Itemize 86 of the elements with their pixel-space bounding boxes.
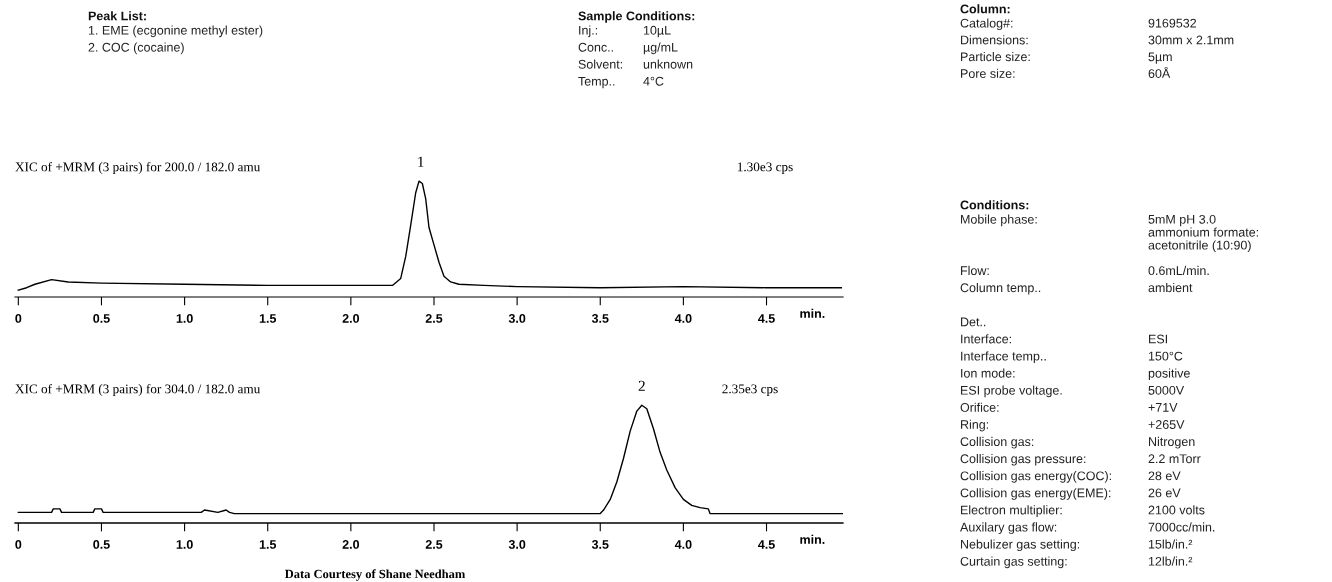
text: 15lb/in.²: [1148, 539, 1193, 549]
text: Pore size:: [961, 68, 1015, 78]
text: Temp..: [578, 76, 615, 89]
text: 7000cc/min.: [1148, 522, 1215, 532]
text: 5µm: [1148, 52, 1172, 64]
chart-title: XIC of +MRM (3 pairs) for 200.0 / 182.0 amu: [15, 161, 261, 175]
text: 10µL: [643, 25, 671, 38]
text: 12lb/in.²: [1148, 556, 1193, 566]
text: Inj.:: [579, 25, 598, 38]
text: 28 eV: [1148, 471, 1181, 481]
text: µg/mL: [643, 42, 678, 55]
text: 1.30e3 cps: [737, 162, 793, 174]
text: 0.6mL/min.: [1148, 265, 1209, 276]
text: Ion mode:: [961, 368, 1015, 378]
annotation: 1: [418, 156, 424, 167]
text: Interface temp..: [961, 351, 1046, 363]
text: Interface:: [961, 334, 1011, 344]
text: 9169532: [1148, 18, 1197, 28]
text: Nitrogen: [1149, 436, 1195, 449]
text: Conditions:: [960, 200, 1029, 210]
text: 2. COC (cocaine): [88, 42, 184, 55]
text: Mobile phase:: [961, 214, 1037, 227]
text: Nebulizer gas setting:: [961, 539, 1080, 552]
text: ambient: [1148, 282, 1193, 293]
text: Solvent:: [578, 59, 623, 69]
text: 2.2 mTorr: [1148, 454, 1201, 464]
x-tick-label: 0.5: [93, 314, 110, 323]
text: Catalog#:: [960, 18, 1013, 31]
text: Data Courtesy of Shane Needham: [284, 569, 466, 581]
x-tick-label: 2.5: [425, 540, 443, 549]
x-tick-label: 4.5: [758, 540, 775, 549]
x-tick-label: 3.0: [508, 314, 526, 323]
text: Particle size:: [961, 52, 1030, 62]
text: 2100 volts: [1148, 505, 1205, 515]
x-tick-label: 3.0: [508, 540, 526, 549]
text: unknown: [643, 59, 693, 69]
x-tick-label: 0: [15, 540, 22, 549]
x-tick-label: 4.0: [674, 314, 692, 323]
x-tick-label: 1.0: [176, 540, 193, 549]
x-tick-label: 4.5: [758, 314, 775, 323]
x-tick-label: 1.0: [176, 314, 193, 323]
text: 30mm x 2.1mm: [1148, 35, 1234, 45]
text: 5mM pH 3.0 ammonium formate: acetonitrile (10:90): [1148, 214, 1258, 253]
x-tick-label: 2.5: [425, 314, 443, 323]
annotation: 2: [638, 380, 645, 391]
text: Flow:: [961, 265, 989, 276]
chart-title: XIC of +MRM (3 pairs) for 304.0 / 182.0 amu: [15, 383, 261, 397]
text: 5000V: [1148, 385, 1185, 395]
text: Column:: [960, 4, 1010, 14]
text: 150°C: [1148, 351, 1183, 361]
text: Collision gas:: [960, 436, 1034, 449]
x-axis-title: min.: [800, 534, 825, 544]
text: 60Å: [1148, 66, 1171, 78]
text: Curtain gas setting:: [960, 556, 1067, 569]
x-tick-label: 2.0: [342, 540, 360, 549]
text: Electron multiplier:: [961, 505, 1062, 517]
text: Auxilary gas flow:: [960, 522, 1057, 534]
x-tick-label: 4.0: [674, 540, 692, 549]
text: positive: [1148, 368, 1190, 381]
text: 1. EME (ecgonine methyl ester): [88, 25, 263, 38]
text: +71V: [1148, 403, 1178, 412]
text: Sample Conditions:: [578, 11, 695, 23]
text: +265V: [1148, 420, 1185, 429]
text: Collision gas energy(COC):: [960, 471, 1111, 483]
text: Column temp..: [960, 282, 1041, 295]
x-tick-label: 0: [15, 314, 22, 323]
text: Orifice:: [960, 402, 999, 412]
text: Collision gas pressure:: [960, 453, 1086, 466]
x-tick-label: 1.5: [259, 314, 277, 323]
x-tick-label: 0.5: [93, 540, 110, 549]
x-axis-title: min.: [800, 308, 825, 318]
text: Collision gas energy(EME):: [960, 488, 1111, 500]
text: Peak List:: [88, 11, 146, 21]
text: Dimensions:: [961, 35, 1028, 45]
x-tick-label: 1.5: [259, 540, 277, 549]
x-tick-label: 3.5: [591, 314, 609, 323]
text: Det..: [961, 317, 986, 327]
text: ESI probe voltage.: [961, 385, 1062, 398]
text: Conc..: [578, 42, 613, 52]
x-tick-label: 3.5: [591, 540, 609, 549]
text: 26 eV: [1148, 488, 1181, 498]
text: Ring:: [961, 419, 989, 432]
x-tick-label: 2.0: [342, 314, 360, 323]
text: ESI: [1149, 334, 1167, 344]
text: 2.35e3 cps: [722, 384, 778, 396]
text: 4°C: [643, 76, 664, 86]
